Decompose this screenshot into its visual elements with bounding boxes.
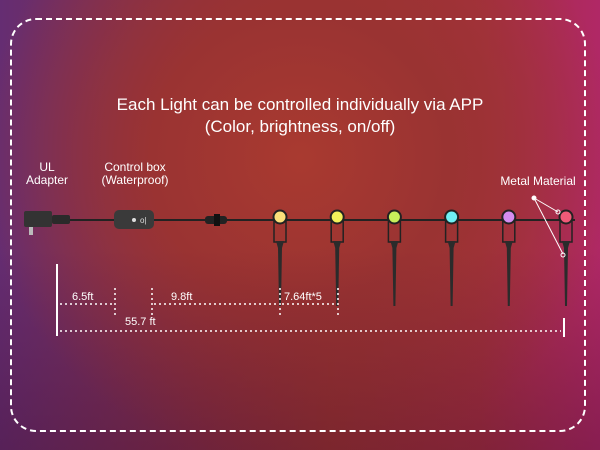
- spot-light: [329, 209, 345, 306]
- control-box-label-1: Control box: [104, 160, 166, 174]
- metal-pointer: [531, 195, 566, 258]
- dim-7-64ft: 7.64ft*5: [284, 291, 322, 303]
- dim-total: 55.7 ft: [125, 316, 156, 328]
- spot-light: [501, 209, 517, 306]
- ul-adapter: [24, 211, 70, 235]
- headline-line2: (Color, brightness, on/off): [204, 117, 396, 136]
- dim-6-5ft: 6.5ft: [72, 291, 94, 303]
- control-box: o|: [114, 210, 154, 229]
- svg-text:o|: o|: [140, 216, 147, 225]
- spot-light: [386, 209, 402, 306]
- dashed-frame: [10, 18, 586, 432]
- dimension-lines: [56, 264, 565, 337]
- adapter-label-1: UL: [39, 160, 55, 174]
- spot-light: [272, 209, 288, 306]
- connector: [205, 214, 227, 226]
- spot-light: [444, 209, 460, 306]
- dim-9-8ft: 9.8ft: [171, 291, 193, 303]
- headline-line1: Each Light can be controlled individuall…: [116, 95, 484, 114]
- adapter-label-2: Adapter: [25, 173, 69, 187]
- spot-light: [558, 209, 574, 306]
- metal-material-label: Metal Material: [500, 174, 576, 188]
- control-box-label-2: (Waterproof): [101, 173, 169, 187]
